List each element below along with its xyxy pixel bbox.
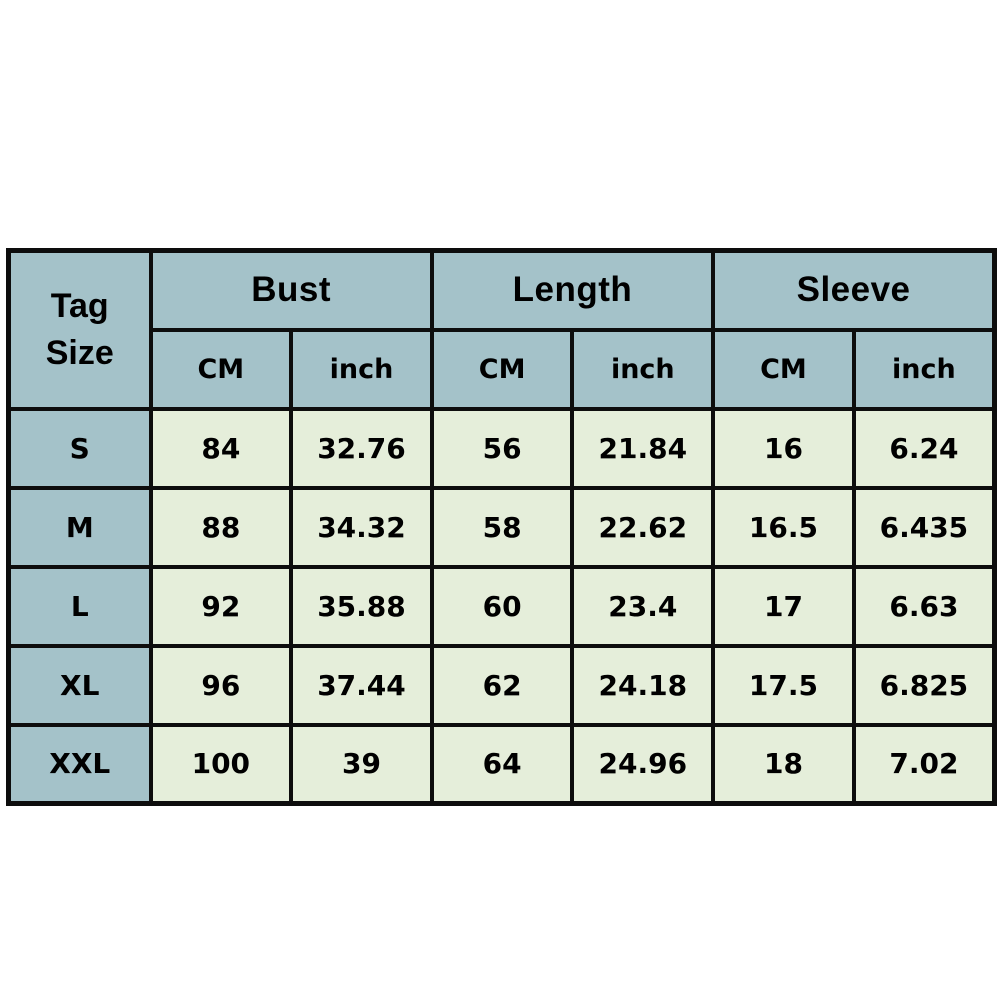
group-header-sleeve: Sleeve xyxy=(711,248,997,332)
unit-header-row: CM inch CM inch CM inch xyxy=(9,327,997,411)
value-cell: 35.88 xyxy=(289,564,434,648)
value-cell: 17.5 xyxy=(711,643,856,727)
value-cell: 18 xyxy=(711,722,856,806)
value-cell: 16 xyxy=(711,406,856,490)
unit-header-length-cm: CM xyxy=(429,327,575,411)
value-cell: 62 xyxy=(429,643,575,727)
corner-header-cell: Tag Size xyxy=(6,248,153,411)
value-cell: 32.76 xyxy=(289,406,434,490)
value-cell: 16.5 xyxy=(711,485,856,569)
value-cell: 92 xyxy=(148,564,294,648)
unit-header-bust-cm: CM xyxy=(148,327,294,411)
value-cell: 37.44 xyxy=(289,643,434,727)
value-cell: 60 xyxy=(429,564,575,648)
unit-header-bust-inch: inch xyxy=(289,327,434,411)
value-cell: 21.84 xyxy=(570,406,716,490)
unit-header-sleeve-cm: CM xyxy=(711,327,856,411)
value-cell: 64 xyxy=(429,722,575,806)
value-cell: 24.96 xyxy=(570,722,716,806)
unit-header-sleeve-inch: inch xyxy=(851,327,997,411)
value-cell: 6.24 xyxy=(851,406,997,490)
value-cell: 88 xyxy=(148,485,294,569)
value-cell: 6.63 xyxy=(851,564,997,648)
value-cell: 7.02 xyxy=(851,722,997,806)
size-label-cell: S xyxy=(6,406,153,490)
group-header-row: Tag Size Bust Length Sleeve xyxy=(6,248,997,411)
size-label-cell: XXL xyxy=(6,722,153,806)
size-label-cell: L xyxy=(6,564,153,648)
value-cell: 58 xyxy=(429,485,575,569)
value-cell: 6.435 xyxy=(851,485,997,569)
table-row-s: S 84 32.76 56 21.84 16 6.24 xyxy=(6,406,997,490)
unit-header-length-inch: inch xyxy=(570,327,716,411)
group-header-bust: Bust xyxy=(148,248,434,332)
size-chart-table: Tag Size Bust Length Sleeve CM inch CM i… xyxy=(6,248,997,806)
group-header-length: Length xyxy=(429,248,716,332)
value-cell: 22.62 xyxy=(570,485,716,569)
corner-header-line2: Size xyxy=(45,333,114,372)
value-cell: 96 xyxy=(148,643,294,727)
size-label-cell: XL xyxy=(6,643,153,727)
value-cell: 6.825 xyxy=(851,643,997,727)
size-label-cell: M xyxy=(6,485,153,569)
value-cell: 84 xyxy=(148,406,294,490)
value-cell: 17 xyxy=(711,564,856,648)
value-cell: 34.32 xyxy=(289,485,434,569)
value-cell: 24.18 xyxy=(570,643,716,727)
corner-header-line1: Tag xyxy=(50,286,109,325)
value-cell: 56 xyxy=(429,406,575,490)
value-cell: 100 xyxy=(148,722,294,806)
value-cell: 39 xyxy=(289,722,434,806)
value-cell: 23.4 xyxy=(570,564,716,648)
table-row-xl: XL 96 37.44 62 24.18 17.5 6.825 xyxy=(6,643,997,727)
table-row-l: L 92 35.88 60 23.4 17 6.63 xyxy=(6,564,997,648)
table-row-m: M 88 34.32 58 22.62 16.5 6.435 xyxy=(6,485,997,569)
table-row-xxl: XXL 100 39 64 24.96 18 7.02 xyxy=(6,722,997,806)
